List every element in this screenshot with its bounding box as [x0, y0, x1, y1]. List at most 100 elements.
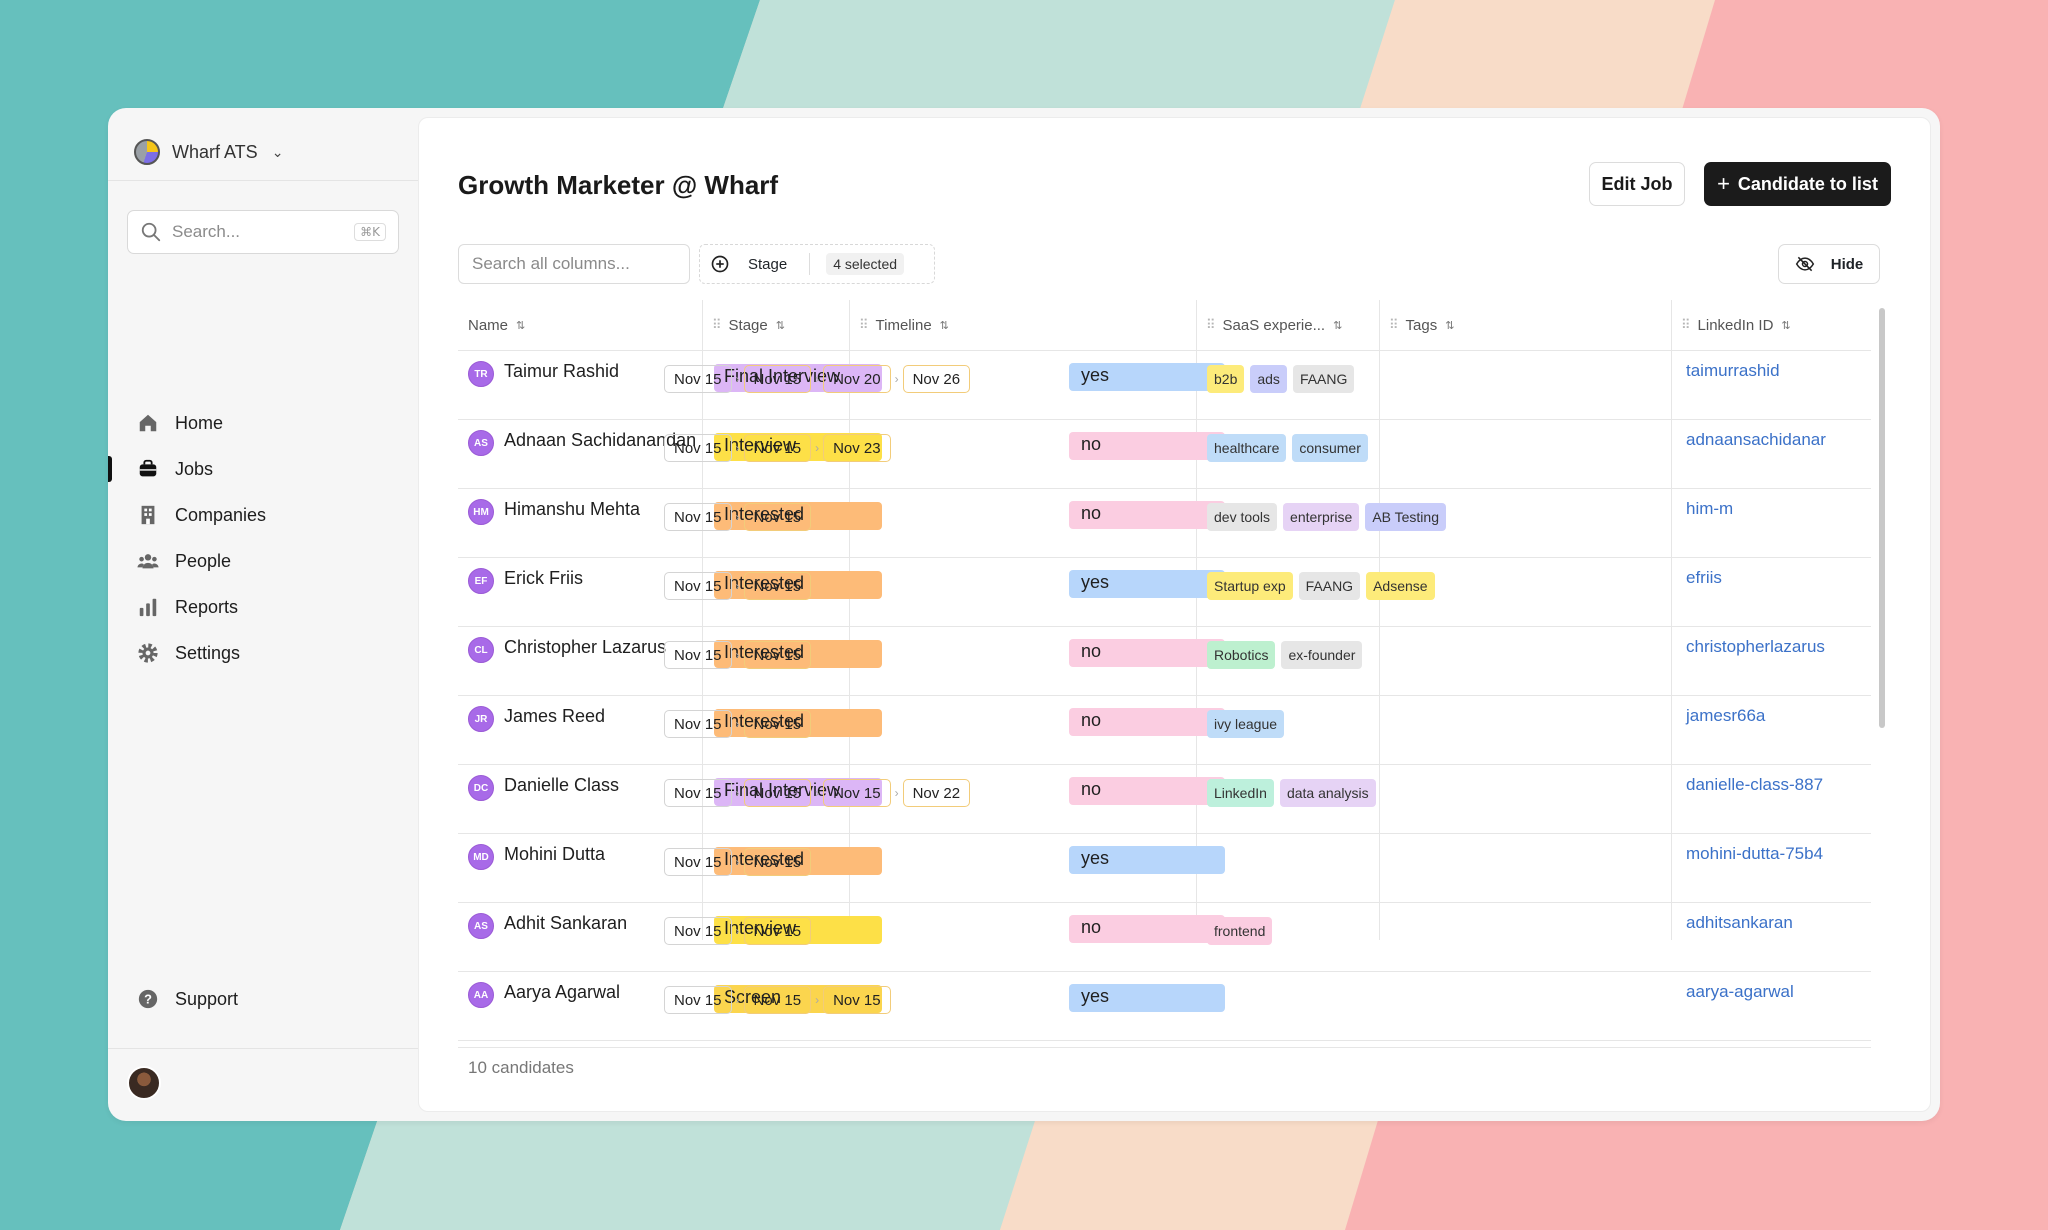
tag-chip: Robotics: [1207, 641, 1276, 669]
tags-cell[interactable]: healthcare consumer: [1193, 420, 1488, 489]
table-scrollbar[interactable]: [1879, 308, 1885, 728]
tags-cell[interactable]: dev tools enterprise AB Testing: [1193, 489, 1488, 558]
user-avatar[interactable]: [127, 1066, 161, 1100]
candidate-name: Adhit Sankaran: [504, 913, 628, 933]
sidebar-item-jobs[interactable]: Jobs: [108, 446, 418, 492]
tags-cell[interactable]: LinkedIn data analysis: [1193, 765, 1488, 834]
linkedin-link[interactable]: jamesr66a: [1686, 706, 1766, 725]
name-cell[interactable]: AS Adhit Sankaran: [458, 903, 702, 972]
tags-cell[interactable]: Startup exp FAANG Adsense: [1193, 558, 1488, 627]
table-row[interactable]: DC Danielle Class Final Interview Nov 15 › No…: [458, 765, 1871, 834]
saas-cell[interactable]: no: [1057, 627, 1240, 696]
table-row[interactable]: TR Taimur Rashid Final Interview Nov 15 › Nov…: [458, 351, 1871, 420]
drag-handle-icon[interactable]: ⠿: [859, 317, 868, 332]
stage-cell[interactable]: Final Interview: [702, 765, 882, 834]
table-row[interactable]: HM Himanshu Mehta Interested Nov 15 › Nov 15 n…: [458, 489, 1871, 558]
sidebar-item-label: Companies: [175, 504, 267, 525]
saas-cell[interactable]: no: [1057, 420, 1240, 489]
saas-cell[interactable]: no: [1057, 903, 1240, 972]
table-row[interactable]: AS Adnaan Sachidanandan Interview Nov 15 › No…: [458, 420, 1871, 489]
drag-handle-icon[interactable]: ⠿: [1681, 317, 1690, 332]
column-header-stage[interactable]: ⠿ Stage ⇅: [702, 300, 785, 350]
hide-columns-button[interactable]: Hide: [1778, 244, 1880, 284]
name-cell[interactable]: JR James Reed: [458, 696, 702, 765]
linkedin-link[interactable]: adnaansachidanar: [1686, 430, 1826, 449]
tags-cell[interactable]: Robotics ex-founder: [1193, 627, 1488, 696]
name-cell[interactable]: AA Aarya Agarwal: [458, 972, 702, 1041]
tags-cell[interactable]: [1193, 834, 1488, 903]
saas-cell[interactable]: yes: [1057, 834, 1240, 903]
linkedin-link[interactable]: aarya-agarwal: [1686, 982, 1794, 1001]
saas-badge: no: [1069, 708, 1225, 736]
sidebar-item-settings[interactable]: Settings: [108, 630, 418, 676]
stage-cell[interactable]: Interview: [702, 903, 882, 972]
table-search-input[interactable]: Search all columns...: [458, 244, 690, 284]
table-row[interactable]: CL Christopher Lazarus Interested Nov 15 › No…: [458, 627, 1871, 696]
sidebar-item-home[interactable]: Home: [108, 400, 418, 446]
column-header-linkedin[interactable]: ⠿ LinkedIn ID ⇅: [1671, 300, 1791, 350]
drag-handle-icon[interactable]: ⠿: [1206, 317, 1215, 332]
linkedin-link[interactable]: taimurrashid: [1686, 361, 1780, 380]
saas-cell[interactable]: yes: [1057, 558, 1240, 627]
sidebar-item-people[interactable]: People: [108, 538, 418, 584]
linkedin-link[interactable]: him-m: [1686, 499, 1734, 518]
timeline-date: Nov 22: [902, 779, 971, 807]
saas-cell[interactable]: no: [1057, 696, 1240, 765]
name-cell[interactable]: TR Taimur Rashid: [458, 351, 702, 420]
stage-cell[interactable]: Screen: [702, 972, 882, 1041]
saas-cell[interactable]: no: [1057, 489, 1240, 558]
table-row[interactable]: EF Erick Friis Interested Nov 15 › Nov 15 yes S…: [458, 558, 1871, 627]
sidebar-divider: [108, 180, 418, 181]
sort-icon: ⇅: [1781, 319, 1791, 332]
tags-cell[interactable]: [1193, 972, 1488, 1041]
tags-cell[interactable]: frontend: [1193, 903, 1488, 972]
people-icon: [137, 554, 159, 569]
name-cell[interactable]: DC Danielle Class: [458, 765, 702, 834]
svg-text:?: ?: [144, 992, 152, 1007]
timeline-date: Nov 23: [823, 434, 891, 462]
sidebar-item-reports[interactable]: Reports: [108, 584, 418, 630]
edit-job-button[interactable]: Edit Job: [1589, 162, 1685, 206]
linkedin-link[interactable]: mohini-dutta-75b4: [1686, 844, 1824, 863]
table-row[interactable]: AS Adhit Sankaran Interview Nov 15 › Nov 15 no…: [458, 903, 1871, 972]
linkedin-link[interactable]: adhitsankaran: [1686, 913, 1793, 932]
sidebar-item-support[interactable]: ? Support: [108, 976, 418, 1022]
tags-cell[interactable]: b2b ads FAANG: [1193, 351, 1488, 420]
linkedin-link[interactable]: christopherlazarus: [1686, 637, 1825, 656]
linkedin-link[interactable]: danielle-class-887: [1686, 775, 1824, 794]
linkedin-link[interactable]: efriis: [1686, 568, 1722, 587]
stage-cell[interactable]: Final Interview: [702, 351, 882, 420]
saas-cell[interactable]: yes: [1057, 972, 1240, 1041]
workspace-switcher[interactable]: Wharf ATS ⌄: [134, 132, 283, 172]
column-header-saas[interactable]: ⠿ SaaS experie... ⇅: [1196, 300, 1342, 350]
name-cell[interactable]: AS Adnaan Sachidanandan: [458, 420, 702, 489]
candidate-avatar: AA: [468, 982, 494, 1008]
stage-cell[interactable]: Interview: [702, 420, 882, 489]
stage-filter-button[interactable]: Stage 4 selected: [699, 244, 935, 284]
name-cell[interactable]: EF Erick Friis: [458, 558, 702, 627]
candidate-name: Taimur Rashid: [504, 361, 620, 381]
sidebar-item-companies[interactable]: Companies: [108, 492, 418, 538]
saas-cell[interactable]: no: [1057, 765, 1240, 834]
name-cell[interactable]: MD Mohini Dutta: [458, 834, 702, 903]
chevron-right-icon: ›: [894, 786, 899, 800]
timeline-date: Nov 15: [664, 710, 732, 738]
table-row[interactable]: JR James Reed Interested Nov 15 › Nov 15 no ivy…: [458, 696, 1871, 765]
table-row[interactable]: MD Mohini Dutta Interested Nov 15 › Nov 15 yes…: [458, 834, 1871, 903]
column-header-name[interactable]: Name ⇅: [458, 300, 525, 350]
drag-handle-icon[interactable]: ⠿: [1389, 317, 1398, 332]
stage-cell[interactable]: Interested: [702, 834, 882, 903]
drag-handle-icon[interactable]: ⠿: [712, 317, 721, 332]
name-cell[interactable]: HM Himanshu Mehta: [458, 489, 702, 558]
timeline-date: Nov 15: [743, 572, 812, 600]
saas-cell[interactable]: yes: [1057, 351, 1240, 420]
name-cell[interactable]: CL Christopher Lazarus: [458, 627, 702, 696]
sidebar-search-input[interactable]: Search... ⌘K: [127, 210, 399, 254]
column-header-timeline[interactable]: ⠿ Timeline ⇅: [849, 300, 949, 350]
saas-badge: no: [1069, 432, 1225, 460]
table-row[interactable]: AA Aarya Agarwal Screen Nov 15 › Nov 15 › Nov 1…: [458, 972, 1871, 1041]
column-header-tags[interactable]: ⠿ Tags ⇅: [1379, 300, 1454, 350]
tag-chip: FAANG: [1298, 572, 1361, 600]
tags-cell[interactable]: ivy league: [1193, 696, 1488, 765]
add-candidate-button[interactable]: + Candidate to list: [1704, 162, 1891, 206]
